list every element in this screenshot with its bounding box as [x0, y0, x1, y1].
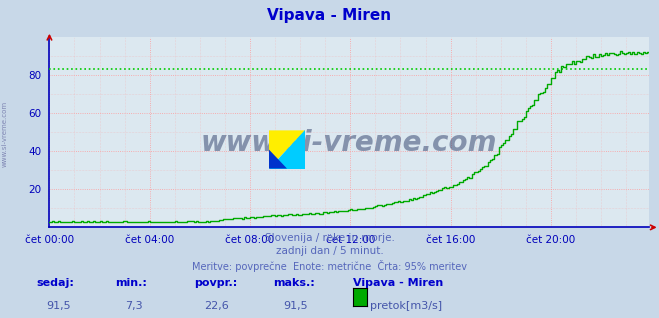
Text: Vipava - Miren: Vipava - Miren — [268, 8, 391, 23]
Polygon shape — [269, 130, 305, 169]
Text: 91,5: 91,5 — [283, 301, 308, 310]
Text: 22,6: 22,6 — [204, 301, 229, 310]
Text: www.si-vreme.com: www.si-vreme.com — [201, 129, 498, 157]
Text: 7,3: 7,3 — [125, 301, 143, 310]
Polygon shape — [269, 130, 305, 169]
Text: maks.:: maks.: — [273, 278, 315, 288]
Text: pretok[m3/s]: pretok[m3/s] — [370, 301, 442, 310]
Text: Vipava - Miren: Vipava - Miren — [353, 278, 443, 288]
Text: min.:: min.: — [115, 278, 147, 288]
Text: povpr.:: povpr.: — [194, 278, 238, 288]
Text: www.si-vreme.com: www.si-vreme.com — [1, 100, 8, 167]
Text: Meritve: povprečne  Enote: metrične  Črta: 95% meritev: Meritve: povprečne Enote: metrične Črta:… — [192, 260, 467, 272]
Text: sedaj:: sedaj: — [36, 278, 74, 288]
Text: 91,5: 91,5 — [46, 301, 71, 310]
Text: Slovenija / reke in morje.: Slovenija / reke in morje. — [264, 233, 395, 243]
Text: zadnji dan / 5 minut.: zadnji dan / 5 minut. — [275, 246, 384, 256]
Polygon shape — [269, 149, 287, 169]
